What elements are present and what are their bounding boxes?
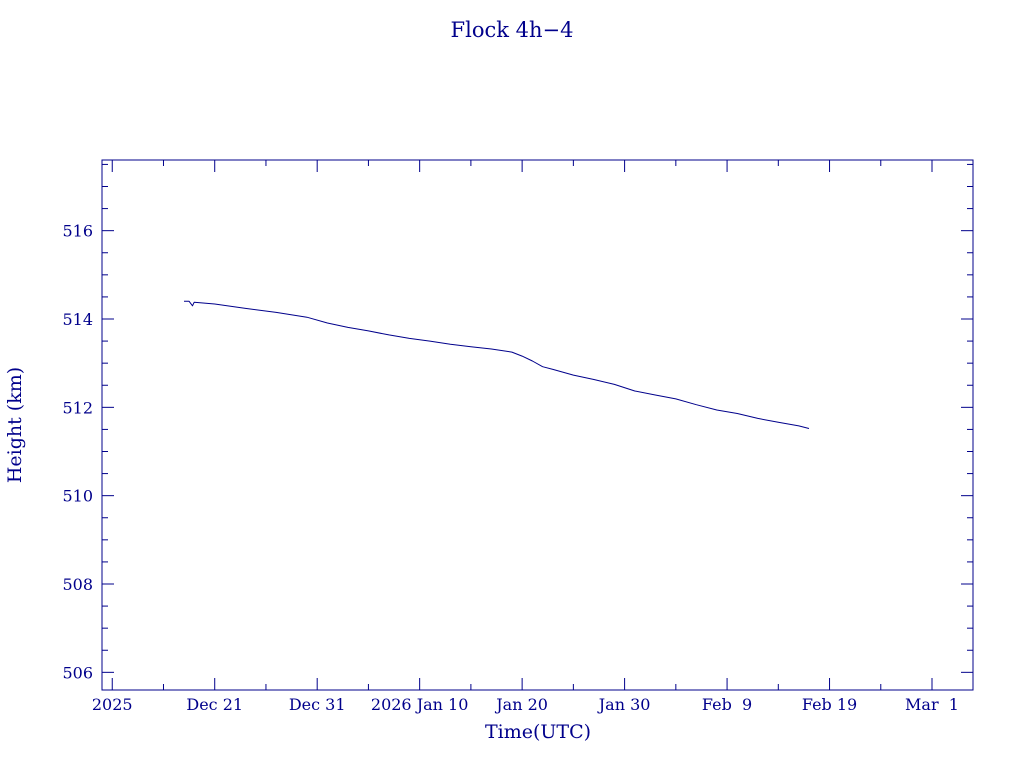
series-group — [184, 300, 810, 429]
chart-title: Flock 4h−4 — [451, 18, 574, 42]
y-axis-title: Height (km) — [4, 367, 26, 483]
x-tick-label: Feb 9 — [702, 695, 752, 714]
y-tick-label: 506 — [62, 663, 93, 682]
x-tick-label: Feb 19 — [802, 695, 857, 714]
x-tick-label: Dec 31 — [289, 695, 346, 714]
x-tick-label: 2026 Jan 10 — [371, 695, 469, 714]
x-tick-label: Jan 30 — [597, 695, 651, 714]
y-tick-label: 512 — [62, 398, 93, 417]
y-tick-label: 508 — [62, 575, 93, 594]
x-axis-title: Time(UTC) — [485, 721, 591, 743]
x-tick-label: 2025 — [92, 695, 133, 714]
plot-frame — [101, 159, 974, 691]
x-tick-label: Dec 21 — [186, 695, 243, 714]
y-tick-label: 516 — [62, 222, 93, 241]
x-tick-label: Mar 1 — [905, 695, 959, 714]
y-tick-label: 510 — [62, 487, 93, 506]
series-line-0 — [184, 300, 810, 429]
y-axis-ticks: 506 508 510 512 514 516 — [62, 163, 973, 682]
x-axis-ticks: 2025 Dec 21 Dec 31 2026 Jan 10 Jan 20 Jan 30 F… — [92, 160, 959, 714]
y-tick-label: 514 — [62, 310, 93, 329]
x-tick-label: Jan 20 — [494, 695, 548, 714]
